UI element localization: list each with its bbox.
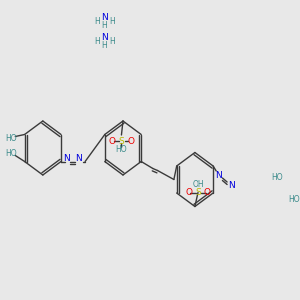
Text: O: O	[204, 188, 211, 197]
Text: HO: HO	[289, 196, 300, 205]
Text: S: S	[195, 188, 201, 197]
Text: HO: HO	[5, 149, 16, 158]
Text: H: H	[101, 41, 107, 50]
Text: S: S	[118, 136, 124, 146]
Text: H: H	[109, 38, 115, 46]
Text: H: H	[94, 38, 100, 46]
Text: H: H	[109, 17, 115, 26]
Text: O: O	[185, 188, 192, 197]
Text: N: N	[228, 182, 234, 190]
Text: N: N	[101, 14, 108, 22]
Text: OH: OH	[192, 180, 204, 189]
Text: O: O	[127, 136, 134, 146]
Text: N: N	[76, 154, 82, 163]
Text: N: N	[101, 34, 108, 43]
Text: HO: HO	[5, 134, 16, 143]
Text: O: O	[109, 136, 116, 146]
Text: H: H	[94, 17, 100, 26]
Text: HO: HO	[271, 172, 283, 182]
Text: N: N	[215, 170, 222, 179]
Text: H: H	[101, 22, 107, 31]
Text: N: N	[63, 154, 70, 163]
Text: HO: HO	[116, 145, 127, 154]
